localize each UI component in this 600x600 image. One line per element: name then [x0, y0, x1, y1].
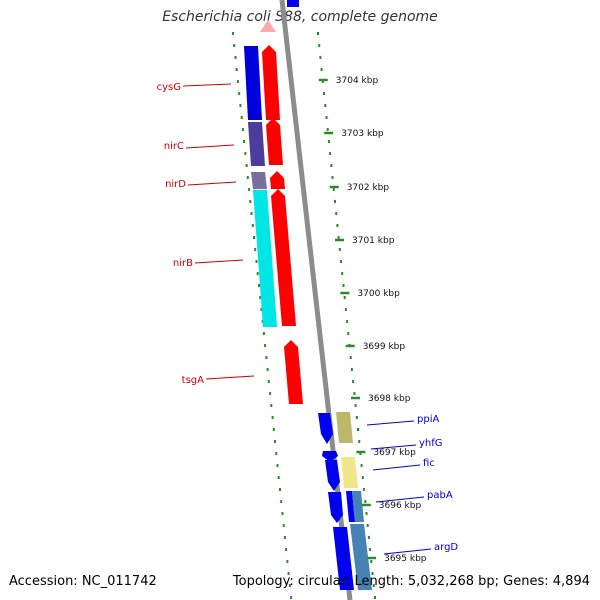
gene-label: nirD	[165, 179, 186, 190]
gene-tsgA-fwd	[284, 340, 303, 404]
tick-label: 3697 kbp	[373, 448, 416, 458]
kbp-ticks: 3704 kbp 3703 kbp 3702 kbp 3701 kbp 3700 kbp…	[318, 76, 427, 564]
label-leader	[187, 181, 237, 186]
gene-top-pink	[260, 20, 276, 32]
gene-label: tsgA	[182, 375, 204, 386]
gene-nirC-bar	[248, 122, 265, 166]
inner-dotted-track	[232, 32, 293, 599]
gene-label: fic	[423, 458, 435, 469]
gene-label: nirC	[164, 141, 184, 152]
gene-label: argD	[434, 542, 458, 553]
label-leader	[375, 496, 425, 503]
tick-label: 3696 kbp	[379, 501, 422, 511]
tick-label: 3702 kbp	[347, 183, 390, 193]
label-leader	[383, 548, 432, 555]
gene-nirD-bar	[251, 172, 267, 189]
gene-pabA-steel	[352, 491, 364, 522]
gene-nirB-fwd	[271, 189, 296, 326]
tick-label: 3703 kbp	[341, 129, 384, 139]
gene-argD-blue	[333, 527, 354, 590]
gene-fic-blue	[325, 460, 340, 491]
gene-pabA-blue	[328, 492, 343, 523]
label-leader	[182, 83, 232, 87]
map-title: Escherichia coli S88, complete genome	[162, 9, 438, 25]
gene-cysG-fwd	[262, 45, 280, 120]
label-leader	[372, 464, 421, 471]
gene-argD-steel	[350, 524, 372, 590]
gene-fic-khaki	[341, 457, 358, 488]
gene-nirC-fwd	[266, 118, 283, 165]
label-leader	[370, 444, 417, 450]
gene-ppiA-khaki	[336, 412, 353, 443]
gene-nirD-fwd	[270, 171, 285, 189]
accession-text: Accession: NC_011742	[9, 574, 157, 589]
outer-dotted-track	[317, 32, 376, 599]
left-gene-labels: cysG nirC nirD nirB tsgA	[157, 82, 255, 386]
gene-label: nirB	[173, 258, 193, 269]
tick-label: 3700 kbp	[357, 289, 400, 299]
tick-label: 3701 kbp	[352, 236, 395, 246]
genome-summary-text: Topology: circular; Length: 5,032,268 bp…	[232, 574, 590, 589]
gene-nirB-bar	[253, 190, 277, 327]
gene-label: yhfG	[419, 438, 443, 449]
gene-yhfG-blue	[322, 451, 338, 462]
tick-label: 3704 kbp	[336, 76, 379, 86]
label-leader	[366, 420, 415, 426]
label-leader	[185, 144, 235, 149]
gene-top-blue	[287, 0, 299, 7]
gene-ppiA-blue	[318, 413, 333, 444]
right-gene-labels: ppiA yhfG fic pabA argD	[366, 414, 458, 555]
gene-label: ppiA	[417, 414, 439, 425]
tick-label: 3699 kbp	[363, 342, 406, 352]
gene-cysG-bar	[244, 46, 262, 120]
gene-label: pabA	[427, 490, 453, 501]
tick-label: 3698 kbp	[368, 394, 411, 404]
label-leader	[205, 375, 255, 380]
tick-label: 3695 kbp	[384, 554, 427, 564]
gene-label: cysG	[157, 82, 181, 93]
label-leader	[194, 259, 244, 264]
